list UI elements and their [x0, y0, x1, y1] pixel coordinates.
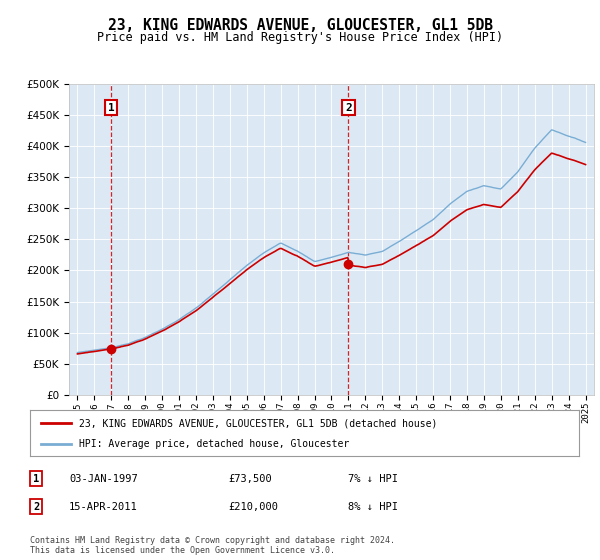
Text: £210,000: £210,000 — [228, 502, 278, 512]
Text: 2: 2 — [33, 502, 39, 512]
Text: Contains HM Land Registry data © Crown copyright and database right 2024.
This d: Contains HM Land Registry data © Crown c… — [30, 536, 395, 556]
Text: 15-APR-2011: 15-APR-2011 — [69, 502, 138, 512]
Text: 7% ↓ HPI: 7% ↓ HPI — [348, 474, 398, 484]
Text: Price paid vs. HM Land Registry's House Price Index (HPI): Price paid vs. HM Land Registry's House … — [97, 31, 503, 44]
Text: 2: 2 — [345, 102, 352, 113]
Text: 03-JAN-1997: 03-JAN-1997 — [69, 474, 138, 484]
Text: 8% ↓ HPI: 8% ↓ HPI — [348, 502, 398, 512]
Text: HPI: Average price, detached house, Gloucester: HPI: Average price, detached house, Glou… — [79, 440, 350, 450]
Text: 1: 1 — [108, 102, 115, 113]
Text: 23, KING EDWARDS AVENUE, GLOUCESTER, GL1 5DB: 23, KING EDWARDS AVENUE, GLOUCESTER, GL1… — [107, 18, 493, 33]
Text: £73,500: £73,500 — [228, 474, 272, 484]
Text: 23, KING EDWARDS AVENUE, GLOUCESTER, GL1 5DB (detached house): 23, KING EDWARDS AVENUE, GLOUCESTER, GL1… — [79, 418, 438, 428]
Text: 1: 1 — [33, 474, 39, 484]
